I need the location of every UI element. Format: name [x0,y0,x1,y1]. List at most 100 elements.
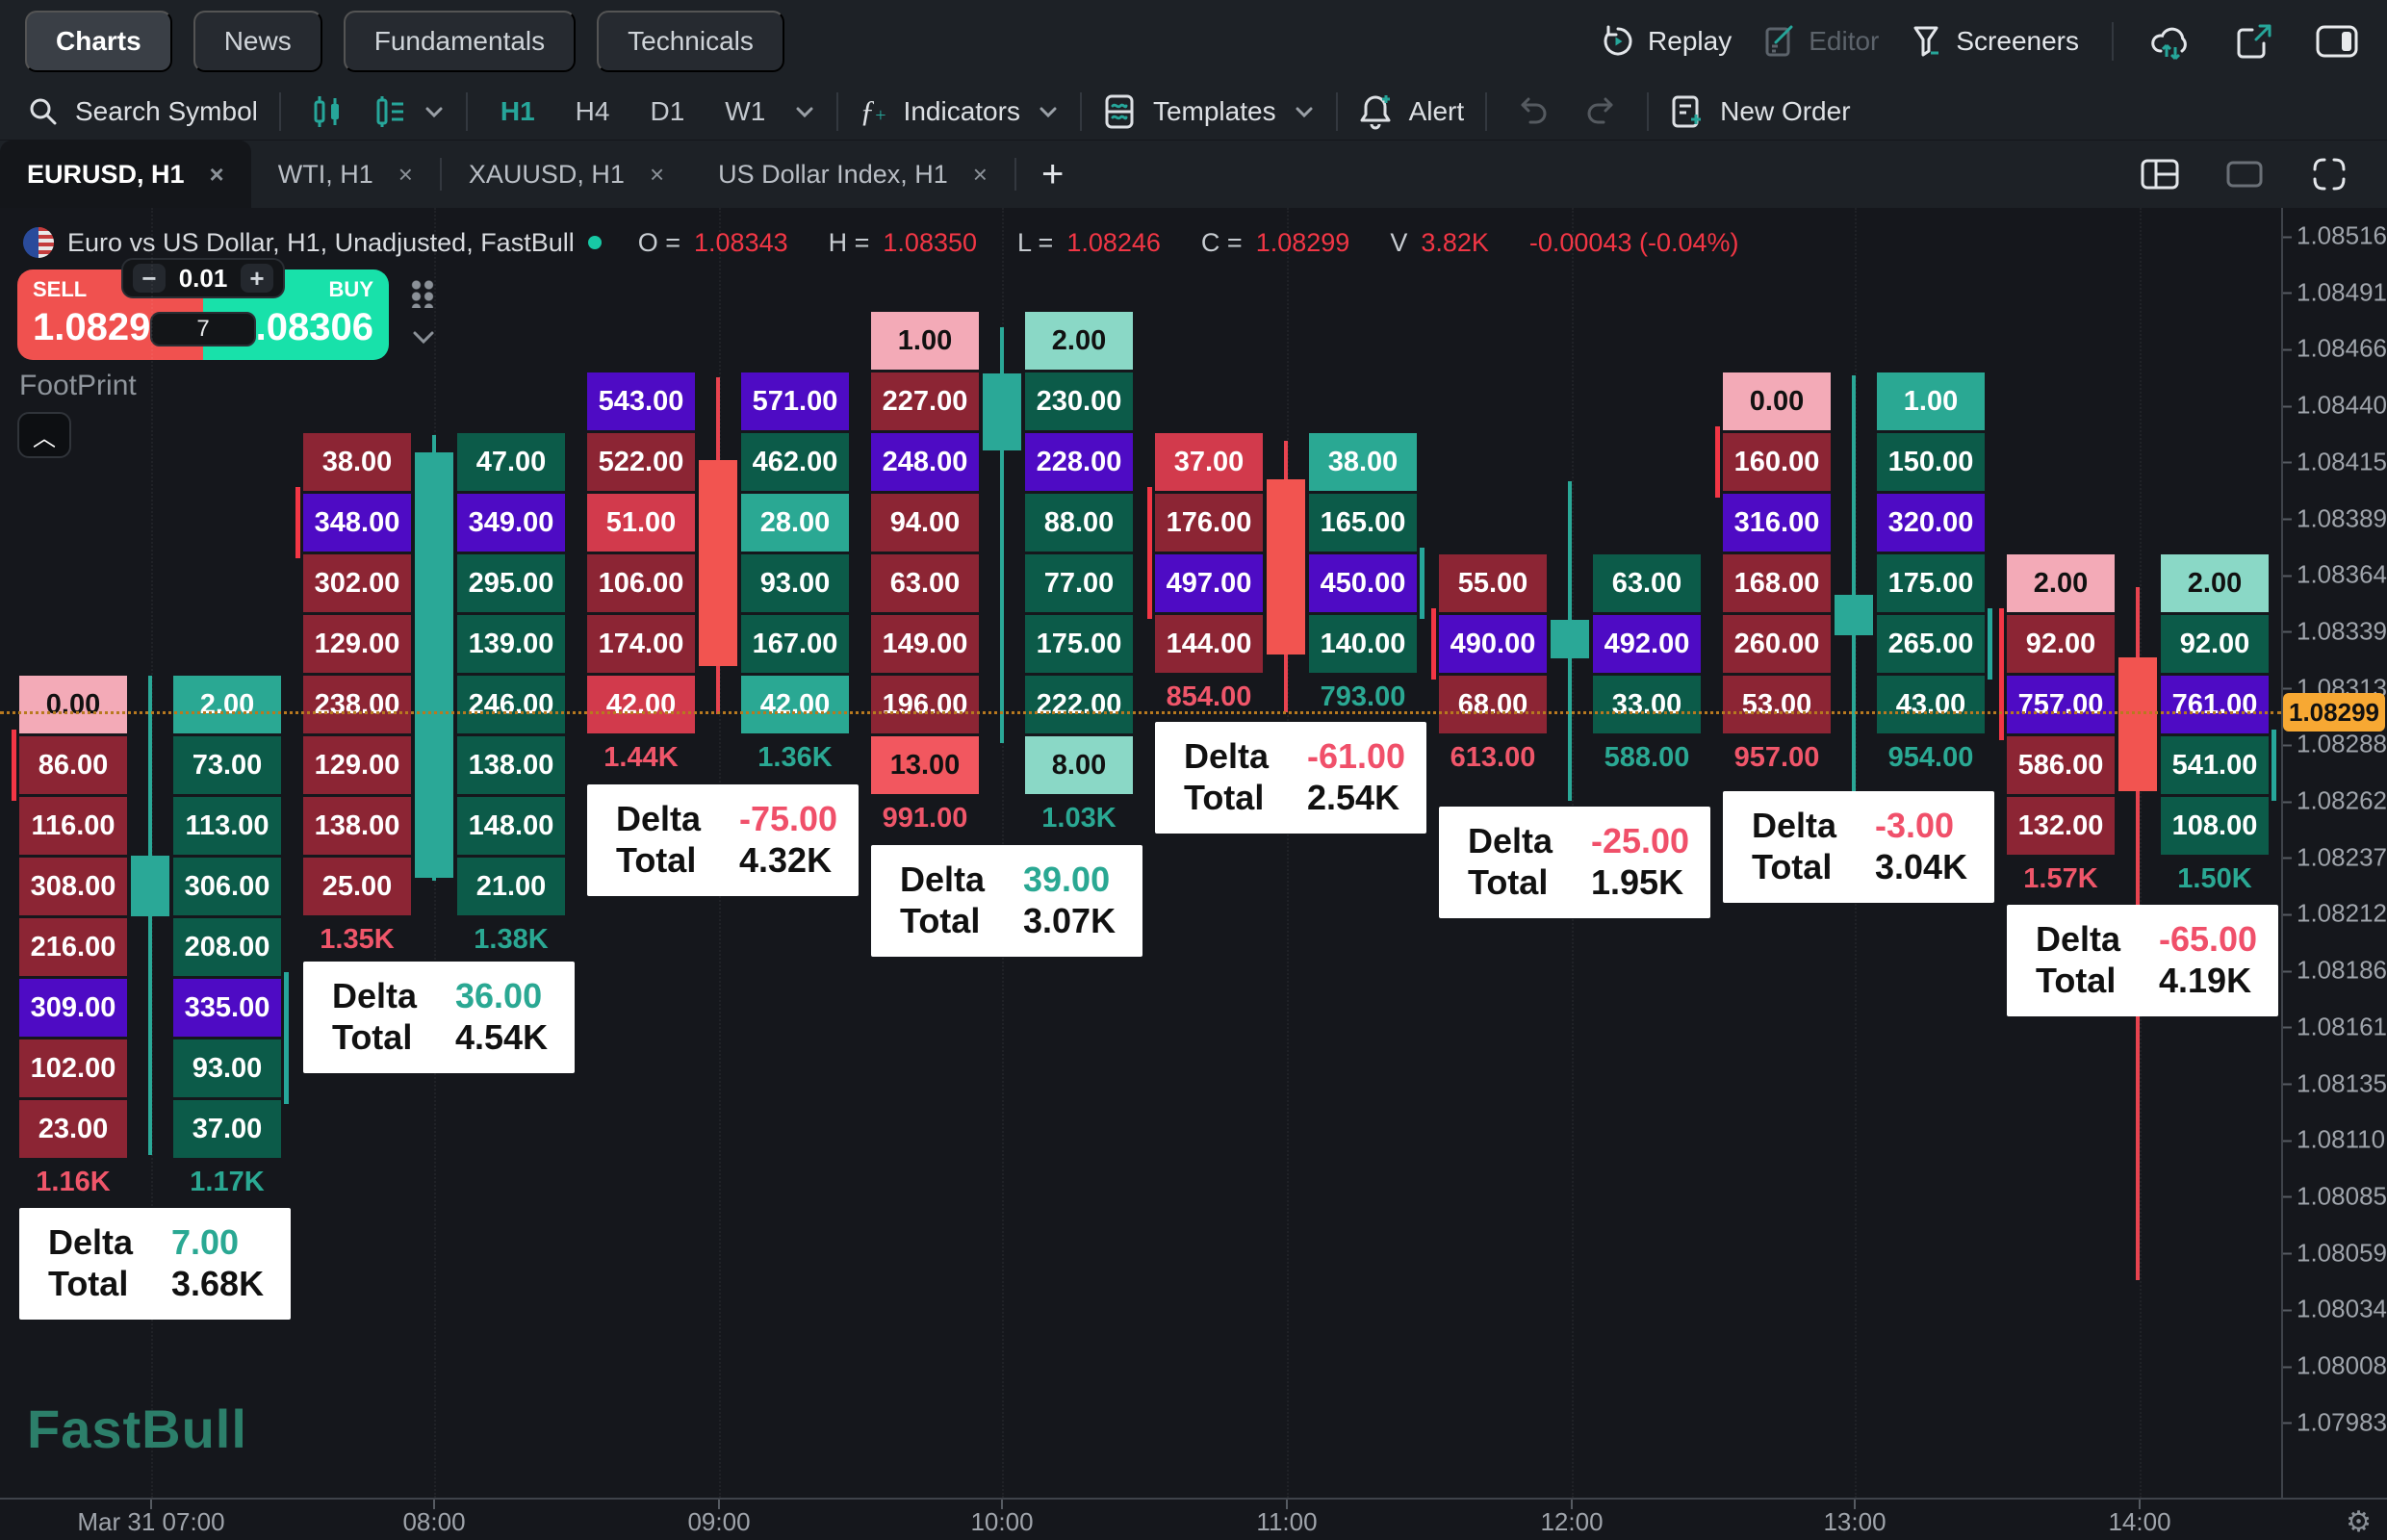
footprint-buy-cell: 450.00 [1309,548,1424,619]
close-icon[interactable]: × [649,159,665,189]
footprint-buy-cell: 222.00 [1025,676,1133,733]
footprint-sell-cell: 308.00 [19,858,127,915]
replay-button[interactable]: Replay [1602,25,1732,58]
footprint-buy-cell: 148.00 [457,797,565,855]
add-chart-tab-button[interactable]: + [1040,152,1065,195]
maximize-pane-icon[interactable] [2220,149,2270,199]
axis-settings-gear-icon[interactable]: ⚙ [2346,1506,2372,1538]
nav-tab-charts[interactable]: Charts [25,11,172,72]
footprint-sell-cell: 196.00 [871,676,979,733]
time-tick-label: 11:00 [1256,1507,1318,1536]
buy-volume-total: 1.17K [190,1167,265,1197]
close-icon[interactable]: × [209,159,224,189]
footprint-buy-cell: 139.00 [457,615,565,673]
footprint-plot: 0.00 2.00 86.00 73.00 116.00 113.00 308.00 306.… [0,208,2387,1498]
layout-grid-icon[interactable] [2135,149,2185,199]
footprint-sell-cell: 149.00 [871,615,979,673]
top-navbar: Charts News Fundamentals Technicals Repl… [0,0,2387,83]
market-status-dot [587,236,602,249]
price-tick-label: 1.08212 [2283,898,2387,928]
fullscreen-icon[interactable] [2304,149,2354,199]
time-tick-label: 12:00 [1540,1507,1604,1536]
footprint-buy-cell: 349.00 [457,494,565,552]
time-axis[interactable]: ⚙ Mar 31 07:00 08:00 09:00 10:00 11:00 12:00 1… [0,1498,2387,1540]
candle-style-icon[interactable] [302,87,352,137]
new-order-button[interactable]: New Order [1670,94,1851,129]
redo-button[interactable] [1576,87,1626,137]
drag-handle-icon[interactable] [410,279,435,308]
footprint-sell-cell: 0.00 [1723,372,1831,430]
price-axis[interactable]: 1.08516 1.08491 1.08466 1.08440 1.08415 1.083… [2281,208,2387,1498]
screeners-button[interactable]: Screeners [1912,24,2079,59]
buy-volume-total: 588.00 [1604,742,1690,773]
high-value: 1.08350 [883,227,978,257]
total-row: Total 1.95K [1468,861,1710,903]
templates-button[interactable]: Templates [1103,93,1315,130]
nav-tab-fundamentals[interactable]: Fundamentals [343,11,577,72]
footprint-buy-cell: 165.00 [1309,494,1417,552]
timeframe-w1[interactable]: W1 [725,95,766,126]
undo-button[interactable] [1508,87,1558,137]
candle-wick [1000,327,1004,743]
delta-total-box: Delta 39.00 Total 3.07K [871,845,1142,957]
delta-row: Delta -75.00 [616,798,859,839]
chart-area[interactable]: Euro vs US Dollar, H1, Unadjusted, FastB… [0,208,2387,1498]
qty-decrease-button[interactable]: − [133,264,166,293]
close-icon[interactable]: × [398,159,413,189]
symbol-search[interactable]: Search Symbol [29,96,258,127]
footprint-sell-cell: 176.00 [1147,487,1263,558]
chart-legend: Euro vs US Dollar, H1, Unadjusted, FastB… [23,227,1739,258]
footprint-sell-cell: 316.00 [1723,494,1831,552]
chart-tab-usdindex[interactable]: US Dollar Index, H1 × [718,159,988,189]
qty-increase-button[interactable]: + [240,264,273,293]
cloud-sync-button[interactable] [2146,16,2196,66]
total-value: 3.04K [1875,847,1968,886]
low-value: 1.08246 [1066,227,1161,257]
footprint-buy-cell: 462.00 [741,433,849,491]
chart-tabbar: EURUSD, H1 × WTI, H1 × XAUUSD, H1 × US D… [0,141,2387,208]
chart-tab-wti[interactable]: WTI, H1 × [277,159,413,189]
delta-value: -61.00 [1307,736,1406,776]
collapse-indicator-button[interactable]: ︿ [17,412,71,458]
buy-imbalance-marker [1420,548,1424,619]
candle-body [2118,657,2157,791]
chevron-down-icon[interactable] [794,101,815,122]
close-icon[interactable]: × [972,159,988,189]
footprint-style-selector[interactable] [373,94,445,129]
editor-button[interactable]: Editor [1764,25,1879,58]
total-value: 2.54K [1307,778,1400,817]
footprint-sell-cell: 238.00 [303,676,411,733]
share-button[interactable] [2229,16,2279,66]
total-label: Total [900,901,981,940]
editor-icon [1764,25,1795,58]
order-panel: SELL 1.08299 BUY 1.08306 − 0.01 + 7 [17,258,435,360]
delta-label: Delta [616,799,702,838]
sell-volume-total: 613.00 [1450,742,1536,773]
timeframe-h4[interactable]: H4 [575,95,610,126]
delta-row: Delta -61.00 [1184,735,1426,777]
sell-volume-total: 1.35K [320,924,395,955]
footprint-sell-cell: 248.00 [871,433,979,491]
sell-imbalance-marker [12,730,16,801]
nav-tab-technicals[interactable]: Technicals [597,11,784,72]
sell-imbalance-marker [295,487,300,558]
delta-row: Delta -3.00 [1752,805,1994,846]
footprint-buy-cell: 306.00 [173,858,281,915]
sell-volume-total: 957.00 [1733,742,1820,773]
nav-right-actions: Replay Editor Screeners [1602,16,2362,66]
open-value: 1.08343 [694,227,788,257]
footprint-buy-cell: 8.00 [1025,736,1133,794]
indicators-button[interactable]: ƒ+ Indicators [860,93,1059,129]
chart-tab-eurusd[interactable]: EURUSD, H1 × [0,141,251,208]
timeframe-h1[interactable]: H1 [500,95,535,126]
nav-tab-news[interactable]: News [192,11,322,72]
qty-value[interactable]: 0.01 [178,263,228,293]
footprint-sell-cell: 216.00 [19,918,127,976]
footprint-buy-cell: 246.00 [457,676,565,733]
chevron-down-icon[interactable] [410,323,437,350]
chart-tab-xauusd[interactable]: XAUUSD, H1 × [468,159,665,189]
panel-toggle-button[interactable] [2312,16,2362,66]
alert-button[interactable]: Alert [1359,93,1464,130]
timeframe-d1[interactable]: D1 [650,95,685,126]
footprint-buy-cell: 265.00 [1877,608,1992,680]
